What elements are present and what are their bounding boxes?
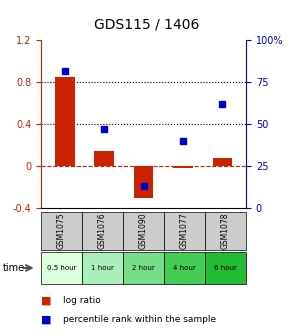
Text: 6 hour: 6 hour <box>214 265 237 271</box>
Bar <box>134 166 154 198</box>
Text: GSM1076: GSM1076 <box>98 213 107 249</box>
Text: GSM1077: GSM1077 <box>180 213 189 249</box>
Text: log ratio: log ratio <box>63 296 101 305</box>
Text: 0.5 hour: 0.5 hour <box>47 265 76 271</box>
Bar <box>55 77 74 166</box>
Text: percentile rank within the sample: percentile rank within the sample <box>63 315 216 324</box>
Text: 2 hour: 2 hour <box>132 265 155 271</box>
Text: ■: ■ <box>41 296 52 306</box>
Text: GSM1090: GSM1090 <box>139 213 148 249</box>
Text: ■: ■ <box>41 314 52 324</box>
Bar <box>173 166 193 168</box>
Text: GSM1078: GSM1078 <box>221 213 230 249</box>
Bar <box>213 158 232 166</box>
Text: 4 hour: 4 hour <box>173 265 196 271</box>
Text: time: time <box>3 263 25 273</box>
Text: GSM1075: GSM1075 <box>57 213 66 249</box>
Bar <box>94 151 114 166</box>
Text: 1 hour: 1 hour <box>91 265 114 271</box>
Text: GDS115 / 1406: GDS115 / 1406 <box>94 18 199 32</box>
